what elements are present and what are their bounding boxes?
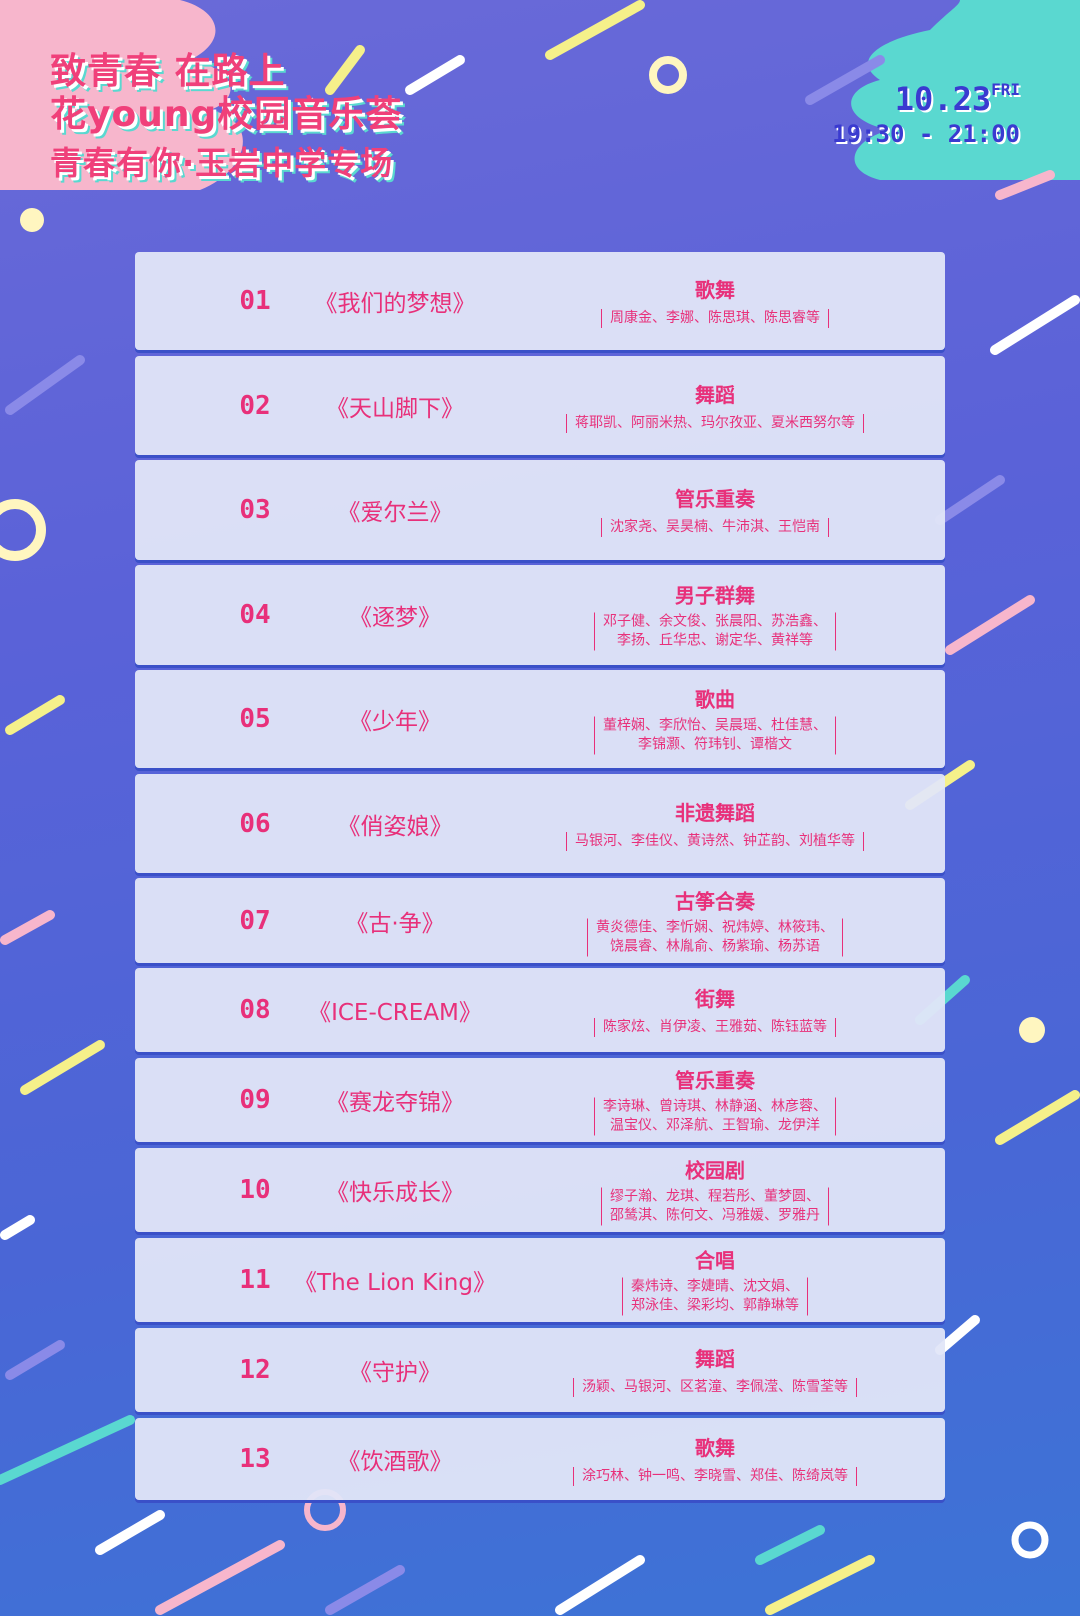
- program-genre: 歌舞: [695, 278, 735, 302]
- program-row: 12 《守护》 舞蹈 汤颖、马银河、区茗潼、李佩滢、陈雪荃等: [135, 1328, 945, 1412]
- program-info: 非遗舞蹈 马银河、李佳仪、黄诗然、钟芷韵、刘植华等: [515, 797, 915, 851]
- program-title: 《逐梦》: [349, 605, 441, 631]
- program-title: 《天山脚下》: [326, 395, 464, 422]
- program-genre: 校园剧: [685, 1158, 745, 1183]
- program-cast: 缪子瀚、龙琪、程若彤、董梦圆、 邵鸶淇、陈何文、冯雅媛、罗雅丹: [601, 1187, 829, 1226]
- program-number: 12: [239, 1355, 271, 1385]
- program-genre: 管乐重奏: [675, 1068, 755, 1093]
- program-genre: 舞蹈: [695, 1347, 735, 1371]
- program-row: 04 《逐梦》 男子群舞 邓子健、余文俊、张晨阳、苏浩鑫、 李扬、丘华忠、谢定华…: [135, 565, 945, 665]
- program-cast: 涂巧林、钟一鸣、李晓雪、郑佳、陈绮岚等: [573, 1467, 857, 1486]
- program-title: 《The Lion King》: [294, 1270, 496, 1296]
- program-info: 歌舞 涂巧林、钟一鸣、李晓雪、郑佳、陈绮岚等: [515, 1432, 915, 1486]
- program-number: 03: [239, 495, 271, 525]
- program-row: 08 《ICE-CREAM》 街舞 陈家炫、肖伊凌、王雅茹、陈钰蓝等: [135, 968, 945, 1052]
- program-cast: 黄炎德佳、李忻娴、祝炜婷、林筱玮、 饶晨睿、林胤俞、杨紫瑜、杨苏语: [587, 918, 843, 956]
- title-line-1: 致青春 在路上: [50, 51, 286, 92]
- event-time: 19:30 - 21:00: [832, 120, 1020, 148]
- program-cast: 秦炜诗、李婕晴、沈文娟、 郑泳佳、梁彩均、郭静琳等: [622, 1277, 808, 1316]
- program-genre: 管乐重奏: [675, 487, 755, 511]
- program-info: 校园剧 缪子瀚、龙琪、程若彤、董梦圆、 邵鸶淇、陈何文、冯雅媛、罗雅丹: [515, 1155, 915, 1226]
- program-info: 男子群舞 邓子健、余文俊、张晨阳、苏浩鑫、 李扬、丘华忠、谢定华、黄祥等: [515, 580, 915, 651]
- program-info: 管乐重奏 李诗琳、曾诗琪、林静涵、林彦蓉、 温宝仪、邓泽航、王智瑜、龙伊洋: [515, 1065, 915, 1136]
- program-genre: 歌曲: [695, 687, 735, 712]
- program-info: 管乐重奏 沈家尧、吴昊楠、牛沛淇、王恺南: [515, 483, 915, 537]
- program-number: 13: [239, 1444, 271, 1474]
- program-title: 《爱尔兰》: [337, 500, 453, 526]
- program-cast: 沈家尧、吴昊楠、牛沛淇、王恺南: [601, 518, 829, 537]
- program-row: 11 《The Lion King》 合唱 秦炜诗、李婕晴、沈文娟、 郑泳佳、梁…: [135, 1238, 945, 1322]
- program-number: 06: [239, 808, 271, 839]
- program-cast: 李诗琳、曾诗琪、林静涵、林彦蓉、 温宝仪、邓泽航、王智瑜、龙伊洋: [594, 1097, 836, 1136]
- program-number: 05: [239, 704, 271, 734]
- program-number: 02: [239, 390, 271, 421]
- program-cast: 董梓娴、李欣怡、吴晨瑶、杜佳慧、 李锦灏、符玮钊、谭楷文: [594, 716, 836, 755]
- program-row: 03 《爱尔兰》 管乐重奏 沈家尧、吴昊楠、牛沛淇、王恺南: [135, 460, 945, 560]
- program-genre: 男子群舞: [675, 583, 755, 608]
- program-cast: 陈家炫、肖伊凌、王雅茹、陈钰蓝等: [594, 1018, 836, 1037]
- program-genre: 合唱: [695, 1248, 735, 1273]
- program-row: 01 《我们的梦想》 歌舞 周康金、李娜、陈思琪、陈思睿等: [135, 252, 945, 350]
- program-info: 歌舞 周康金、李娜、陈思琪、陈思睿等: [515, 274, 915, 328]
- program-title: 《少年》: [349, 709, 441, 735]
- program-row: 07 《古·争》 古筝合奏 黄炎德佳、李忻娴、祝炜婷、林筱玮、 饶晨睿、林胤俞、…: [135, 878, 945, 963]
- program-row: 10 《快乐成长》 校园剧 缪子瀚、龙琪、程若彤、董梦圆、 邵鸶淇、陈何文、冯雅…: [135, 1148, 945, 1232]
- program-genre: 非遗舞蹈: [675, 800, 755, 825]
- event-datetime: 10.23FRI 19:30 - 21:00: [832, 80, 1020, 148]
- program-info: 歌曲 董梓娴、李欣怡、吴晨瑶、杜佳慧、 李锦灏、符玮钊、谭楷文: [515, 684, 915, 755]
- program-number: 08: [239, 995, 271, 1025]
- program-title: 《俏姿娘》: [337, 813, 453, 840]
- subtitle: 青春有你·玉岩中学专场: [50, 144, 394, 182]
- program-genre: 街舞: [695, 987, 735, 1011]
- event-date: 10.23: [894, 80, 992, 118]
- program-genre: 歌舞: [695, 1436, 735, 1460]
- program-cast: 邓子健、余文俊、张晨阳、苏浩鑫、 李扬、丘华忠、谢定华、黄祥等: [594, 612, 836, 651]
- program-number: 11: [239, 1265, 271, 1295]
- program-cast: 周康金、李娜、陈思琪、陈思睿等: [601, 309, 829, 328]
- program-row: 06 《俏姿娘》 非遗舞蹈 马银河、李佳仪、黄诗然、钟芷韵、刘植华等: [135, 774, 945, 873]
- program-title: 《古·争》: [345, 910, 445, 937]
- program-info: 古筝合奏 黄炎德佳、李忻娴、祝炜婷、林筱玮、 饶晨睿、林胤俞、杨紫瑜、杨苏语: [515, 885, 915, 956]
- program-number: 10: [239, 1175, 271, 1205]
- program-genre: 舞蹈: [695, 382, 735, 407]
- program-row: 13 《饮酒歌》 歌舞 涂巧林、钟一鸣、李晓雪、郑佳、陈绮岚等: [135, 1418, 945, 1500]
- program-row: 02 《天山脚下》 舞蹈 蒋耶凯、阿丽米热、玛尔孜亚、夏米西努尔等: [135, 356, 945, 455]
- program-title: 《赛龙夺锦》: [326, 1090, 464, 1116]
- program-cast: 马银河、李佳仪、黄诗然、钟芷韵、刘植华等: [566, 831, 864, 851]
- program-number: 04: [239, 600, 271, 630]
- program-info: 合唱 秦炜诗、李婕晴、沈文娟、 郑泳佳、梁彩均、郭静琳等: [515, 1245, 915, 1316]
- program-title: 《守护》: [349, 1360, 441, 1386]
- program-row: 05 《少年》 歌曲 董梓娴、李欣怡、吴晨瑶、杜佳慧、 李锦灏、符玮钊、谭楷文: [135, 670, 945, 768]
- program-cast: 蒋耶凯、阿丽米热、玛尔孜亚、夏米西努尔等: [566, 413, 864, 433]
- program-title: 《饮酒歌》: [337, 1449, 453, 1475]
- program-number: 07: [239, 905, 271, 936]
- program-number: 01: [239, 286, 271, 316]
- program-row: 09 《赛龙夺锦》 管乐重奏 李诗琳、曾诗琪、林静涵、林彦蓉、 温宝仪、邓泽航、…: [135, 1058, 945, 1142]
- title-line-2: 花young校园音乐荟: [50, 94, 403, 135]
- program-title: 《ICE-CREAM》: [308, 1000, 482, 1026]
- program-info: 舞蹈 蒋耶凯、阿丽米热、玛尔孜亚、夏米西努尔等: [515, 379, 915, 433]
- program-genre: 古筝合奏: [675, 889, 755, 913]
- program-info: 街舞 陈家炫、肖伊凌、王雅茹、陈钰蓝等: [515, 983, 915, 1037]
- program-title: 《快乐成长》: [326, 1180, 464, 1206]
- program-number: 09: [239, 1085, 271, 1115]
- program-cast: 汤颖、马银河、区茗潼、李佩滢、陈雪荃等: [573, 1378, 857, 1397]
- program-info: 舞蹈 汤颖、马银河、区茗潼、李佩滢、陈雪荃等: [515, 1343, 915, 1397]
- event-weekday: FRI: [991, 80, 1020, 99]
- program-title: 《我们的梦想》: [314, 291, 476, 317]
